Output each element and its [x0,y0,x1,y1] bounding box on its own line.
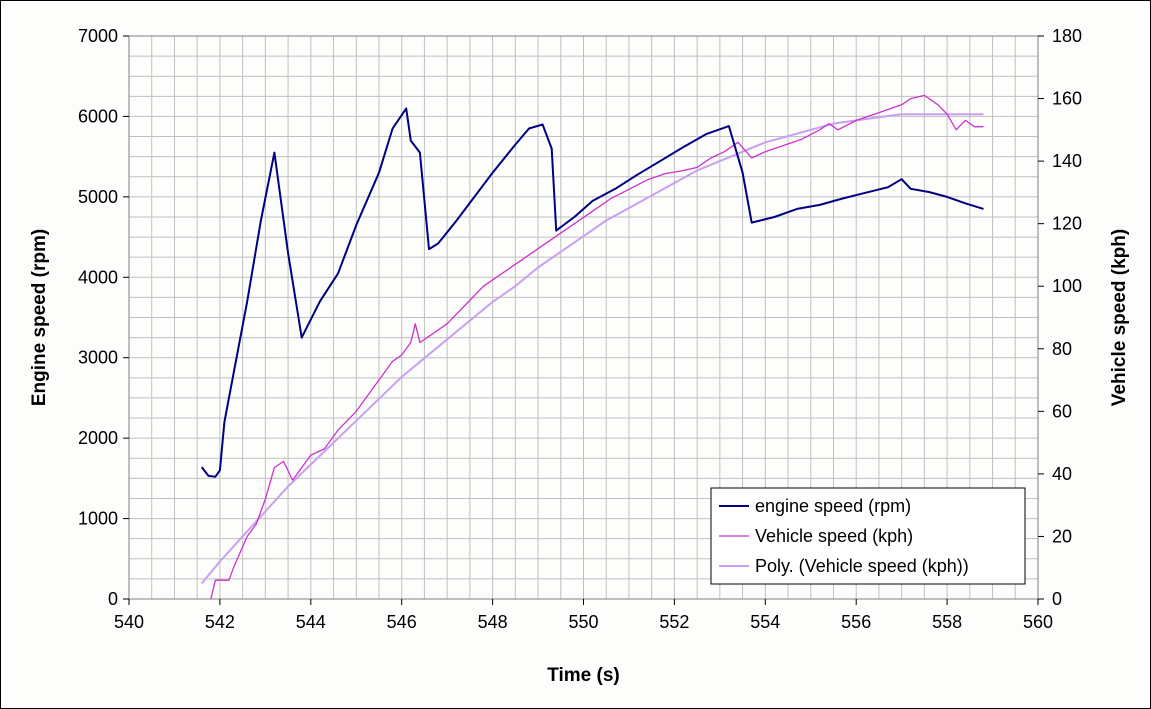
poly-trend-line [200,113,984,585]
y-right-tick-label: 40 [1052,464,1072,484]
y-left-tick-label: 2000 [78,428,118,448]
y-right-tick-label: 160 [1052,89,1082,109]
y-left-tick-label: 4000 [78,267,118,287]
x-tick-label: 542 [205,612,235,632]
y-left-tick-label: 7000 [78,26,118,46]
x-tick-label: 540 [114,612,144,632]
y-right-tick-label: 60 [1052,401,1072,421]
legend: engine speed (rpm) Vehicle speed (kph) Pol… [710,487,1026,585]
y-right-tick-label: 100 [1052,276,1082,296]
x-axis-title: Time (s) [547,665,620,686]
x-tick-label: 546 [387,612,417,632]
y-left-tick-label: 5000 [78,187,118,207]
y-left-tick-label: 3000 [78,348,118,368]
engine-speed-line [200,107,984,478]
x-tick-label: 550 [568,612,598,632]
y-left-tick-label: 1000 [78,509,118,529]
legend-label: engine speed (rpm) [755,496,911,516]
y-left-tick-label: 6000 [78,106,118,126]
legend-label: Poly. (Vehicle speed (kph)) [755,556,969,576]
x-tick-label: 548 [478,612,508,632]
y-right-tick-label: 0 [1052,589,1062,609]
legend-box [710,487,1026,585]
x-tick-label: 552 [659,612,689,632]
y-axis-left-title: Engine speed (rpm) [29,229,50,406]
axes: 540 542 544 546 548 550 552 554 556 558 5600100020… [78,26,1082,632]
series-group [200,94,984,600]
y-right-tick-label: 20 [1052,526,1072,546]
x-tick-label: 560 [1023,612,1053,632]
vehicle-speed-line [210,94,984,600]
x-tick-label: 556 [841,612,871,632]
y-right-tick-label: 140 [1052,151,1082,171]
y-left-tick-label: 0 [108,589,118,609]
y-right-tick-label: 80 [1052,339,1072,359]
x-tick-label: 554 [750,612,780,632]
x-tick-label: 558 [932,612,962,632]
y-axis-right-title: Vehicle speed (kph) [1109,229,1130,406]
legend-label: Vehicle speed (kph) [755,526,913,546]
y-right-tick-label: 180 [1052,26,1082,46]
x-tick-label: 544 [296,612,326,632]
y-right-tick-label: 120 [1052,214,1082,234]
